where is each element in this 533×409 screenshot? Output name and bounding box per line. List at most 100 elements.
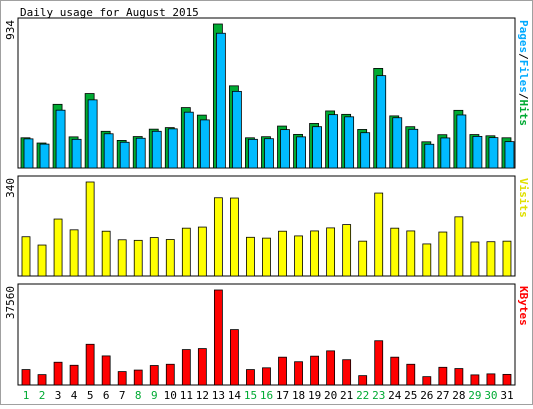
bar-kbytes-30 <box>486 373 496 386</box>
bar-files-22 <box>360 132 371 169</box>
bar-files-16 <box>264 138 274 169</box>
bar-files-25 <box>408 128 419 169</box>
bar-visits-12 <box>197 226 207 277</box>
panel-1: 934 Pages/Files/Hits <box>4 17 530 169</box>
x-tick-label: 28 <box>452 389 465 402</box>
bar-kbytes-5 <box>85 343 95 386</box>
bar-files-27 <box>440 137 451 169</box>
bar-kbytes-12 <box>197 348 207 386</box>
bar-kbytes-25 <box>406 363 416 386</box>
bar-visits-24 <box>390 227 400 277</box>
bar-files-29 <box>472 135 483 169</box>
bar-files-3 <box>55 109 66 169</box>
y-label-files: Files <box>517 60 530 93</box>
bar-files-20 <box>328 114 339 169</box>
y-tick-label: 37560 <box>4 286 17 319</box>
bar-files-8 <box>135 137 146 169</box>
bar-files-26 <box>424 143 435 169</box>
x-tick-label: 30 <box>484 389 497 402</box>
bar-kbytes-27 <box>438 366 448 386</box>
bar-visits-9 <box>149 237 159 277</box>
x-tick-label: 22 <box>356 389 369 402</box>
bar-kbytes-13 <box>213 289 223 386</box>
bar-files-12 <box>199 119 210 169</box>
bar-visits-19 <box>310 230 319 277</box>
bar-visits-16 <box>262 237 271 277</box>
x-tick-label: 1 <box>23 389 30 402</box>
x-tick-label: 20 <box>324 389 337 402</box>
bar-files-2 <box>39 143 50 169</box>
x-tick-label: 2 <box>39 389 46 402</box>
x-tick-label: 19 <box>308 389 321 402</box>
bar-visits-23 <box>374 192 384 277</box>
bar-visits-31 <box>502 240 512 277</box>
bar-kbytes-26 <box>422 376 432 386</box>
bar-files-1 <box>23 138 34 169</box>
bar-visits-26 <box>422 243 432 277</box>
bar-kbytes-18 <box>294 361 303 386</box>
bar-visits-30 <box>486 241 496 277</box>
x-tick-label: 8 <box>135 389 142 402</box>
panel-3: 37560 KBytes <box>4 283 530 386</box>
y-tick-label: 340 <box>4 178 17 198</box>
x-tick-label: 11 <box>180 389 193 402</box>
bar-visits-22 <box>358 240 368 277</box>
bar-visits-8 <box>133 239 143 277</box>
bar-visits-17 <box>278 230 287 277</box>
bar-files-30 <box>488 137 499 169</box>
bar-kbytes-19 <box>310 355 319 386</box>
bar-files-23 <box>376 75 387 169</box>
bar-kbytes-10 <box>165 363 175 386</box>
bar-visits-7 <box>117 239 127 277</box>
x-tick-label: 4 <box>71 389 78 402</box>
bar-files-10 <box>167 128 178 169</box>
bar-files-17 <box>280 129 290 169</box>
bar-kbytes-20 <box>326 350 336 386</box>
bar-files-15 <box>248 138 258 169</box>
bar-files-24 <box>392 117 403 169</box>
bar-kbytes-7 <box>117 371 127 386</box>
bar-visits-29 <box>470 241 480 277</box>
bar-visits-15 <box>246 236 255 277</box>
y-axis-label: Pages/Files/Hits <box>517 20 530 126</box>
bar-kbytes-3 <box>53 361 63 386</box>
panel-2: 340 Visits <box>4 175 530 277</box>
x-tick-label: 31 <box>500 389 513 402</box>
x-tick-label: 23 <box>372 389 385 402</box>
bar-files-21 <box>344 116 355 169</box>
bar-kbytes-9 <box>149 365 159 386</box>
bar-kbytes-8 <box>133 369 143 386</box>
bar-files-14 <box>232 90 242 169</box>
bar-files-18 <box>296 136 306 169</box>
y-tick-label: 934 <box>4 20 17 40</box>
bar-visits-25 <box>406 230 416 277</box>
x-tick-label: 14 <box>228 389 242 402</box>
x-tick-label: 5 <box>87 389 94 402</box>
bar-visits-13 <box>213 197 223 277</box>
bar-kbytes-29 <box>470 374 480 386</box>
x-tick-label: 15 <box>244 389 257 402</box>
bar-kbytes-16 <box>262 367 271 386</box>
x-tick-label: 24 <box>388 389 402 402</box>
bar-files-4 <box>71 138 82 169</box>
x-tick-label: 29 <box>468 389 481 402</box>
x-tick-label: 9 <box>151 389 158 402</box>
bar-files-31 <box>504 141 515 169</box>
y-label-separator: / <box>517 53 530 60</box>
bar-visits-27 <box>438 231 448 277</box>
bar-visits-1 <box>21 236 31 277</box>
bar-visits-6 <box>101 230 111 277</box>
bar-files-19 <box>312 126 322 169</box>
chart-title: Daily usage for August 2015 <box>20 6 199 19</box>
x-tick-label: 13 <box>212 389 225 402</box>
bar-visits-21 <box>342 224 352 277</box>
bar-visits-20 <box>326 227 336 277</box>
y-label-separator: / <box>517 93 530 100</box>
x-tick-label: 18 <box>292 389 305 402</box>
bar-kbytes-15 <box>246 369 255 386</box>
y-label-hits: Hits <box>517 100 530 127</box>
bar-visits-2 <box>37 244 47 277</box>
x-tick-label: 27 <box>436 389 449 402</box>
bar-files-13 <box>215 32 226 169</box>
x-tick-label: 21 <box>340 389 353 402</box>
